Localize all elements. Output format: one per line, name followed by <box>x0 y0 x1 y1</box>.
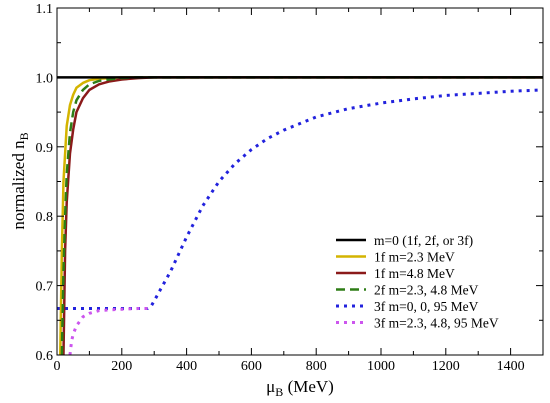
series-line-6 <box>68 307 148 355</box>
legend-label-1: m=0 (1f, 2f, or 3f) <box>374 233 473 248</box>
y-tick-label: 0.9 <box>36 141 54 156</box>
x-tick-label: 200 <box>111 359 132 374</box>
x-tick-label: 800 <box>306 359 327 374</box>
y-tick-label: 0.7 <box>36 280 54 295</box>
legend-label-2: 1f m=2.3 MeV <box>374 250 455 265</box>
y-tick-label: 1.1 <box>36 2 54 17</box>
series-line-5 <box>57 88 543 310</box>
x-tick-label: 1400 <box>497 359 525 374</box>
series-layer <box>57 76 543 355</box>
y-axis-label: normalized nB <box>9 132 31 229</box>
legend-label-3: 1f m=4.8 MeV <box>374 266 455 281</box>
y-tick-label: 0.6 <box>36 349 54 364</box>
ticks-layer: 0 200 400 600 800 1000 1200 1400 0.6 0.7 0.8 0.9 1.0… <box>36 2 543 374</box>
legend-label-5: 3f m=0, 0, 95 MeV <box>374 299 479 314</box>
legend-label-4: 2f m=2.3, 4.8 MeV <box>374 283 479 298</box>
series-line-4 <box>60 76 543 355</box>
y-tick-label: 1.0 <box>36 71 54 86</box>
x-axis-label: μB (MeV) <box>266 377 334 399</box>
legend-label-6: 3f m=2.3, 4.8, 95 MeV <box>374 316 499 331</box>
x-tick-label: 0 <box>54 359 61 374</box>
x-tick-label: 1000 <box>367 359 395 374</box>
x-tick-label: 1200 <box>432 359 460 374</box>
x-tick-label: 400 <box>176 359 197 374</box>
y-tick-label: 0.8 <box>36 210 54 225</box>
x-tick-label: 600 <box>241 359 262 374</box>
